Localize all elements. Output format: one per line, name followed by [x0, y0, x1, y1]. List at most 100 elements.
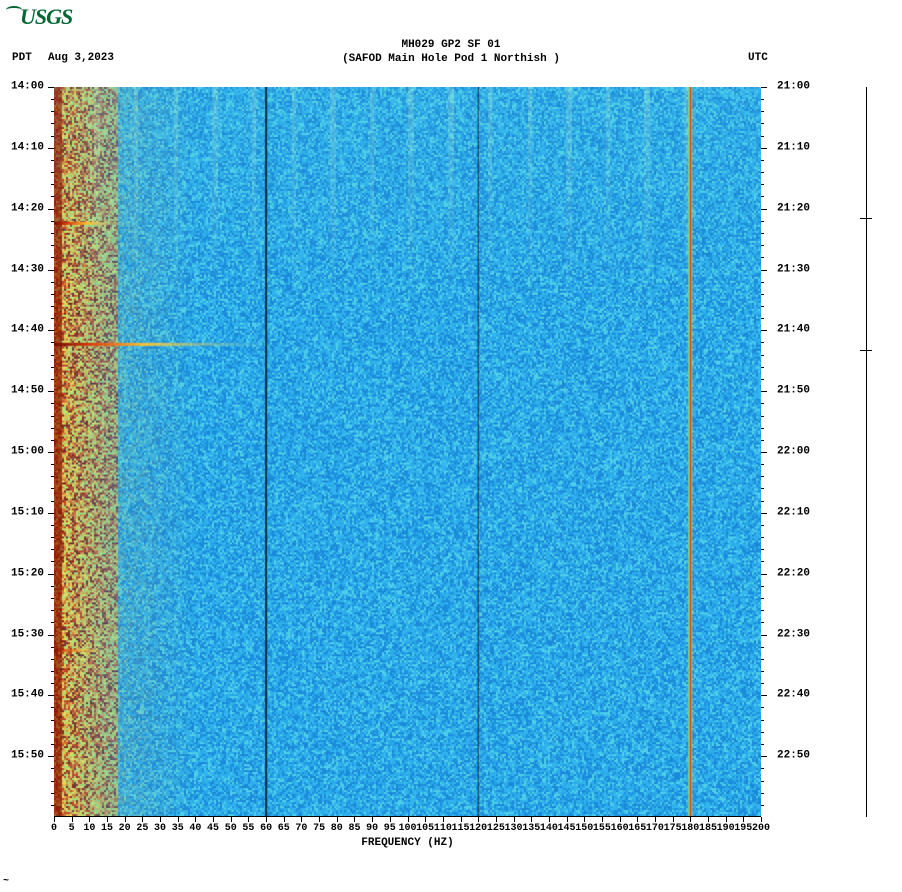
y-tick-mark — [761, 744, 764, 745]
x-tick-mark — [620, 817, 621, 822]
y-tick-mark — [761, 732, 764, 733]
x-tick-label: 110 — [434, 823, 452, 834]
y-tick-mark — [761, 622, 764, 623]
y-left-tick-label: 15:30 — [0, 629, 44, 640]
x-tick-mark — [496, 817, 497, 822]
y-right-tick-label: 21:40 — [777, 325, 821, 336]
y-tick-mark — [51, 306, 54, 307]
y-tick-mark — [761, 707, 764, 708]
y-tick-mark — [48, 452, 54, 453]
y-tick-mark — [51, 537, 54, 538]
x-tick-mark — [266, 817, 267, 822]
y-tick-mark — [51, 160, 54, 161]
y-tick-mark — [761, 647, 764, 648]
y-tick-mark — [761, 282, 764, 283]
x-tick-label: 35 — [172, 823, 184, 834]
x-tick-label: 120 — [469, 823, 487, 834]
y-tick-mark — [51, 440, 54, 441]
y-tick-mark — [761, 99, 764, 100]
y-tick-mark — [761, 525, 764, 526]
x-tick-mark — [160, 817, 161, 822]
y-right-tick-label: 22:00 — [777, 447, 821, 458]
y-tick-mark — [761, 513, 767, 514]
x-tick-mark — [673, 817, 674, 822]
x-tick-mark — [248, 817, 249, 822]
y-tick-mark — [48, 695, 54, 696]
x-tick-label: 100 — [398, 823, 416, 834]
y-tick-mark — [51, 768, 54, 769]
logo-text: USGS — [20, 4, 72, 29]
y-tick-mark — [51, 659, 54, 660]
y-tick-mark — [761, 440, 764, 441]
y-left-tick-label: 15:20 — [0, 568, 44, 579]
x-tick-label: 160 — [611, 823, 629, 834]
y-tick-mark — [48, 635, 54, 636]
x-tick-label: 75 — [313, 823, 325, 834]
x-tick-label: 185 — [699, 823, 717, 834]
y-tick-mark — [51, 598, 54, 599]
y-tick-mark — [51, 282, 54, 283]
x-tick-mark — [478, 817, 479, 822]
usgs-logo: USGS — [6, 4, 72, 30]
y-left-tick-label: 14:40 — [0, 325, 44, 336]
x-tick-label: 0 — [51, 823, 57, 834]
y-tick-mark — [761, 257, 764, 258]
y-left-tick-label: 15:00 — [0, 447, 44, 458]
y-left-tick-label: 14:20 — [0, 203, 44, 214]
y-tick-mark — [51, 525, 54, 526]
x-tick-label: 30 — [154, 823, 166, 834]
x-tick-mark — [107, 817, 108, 822]
x-tick-mark — [584, 817, 585, 822]
y-right-tick-label: 22:20 — [777, 568, 821, 579]
y-tick-mark — [51, 671, 54, 672]
y-tick-mark — [761, 270, 767, 271]
y-left-tick-label: 15:10 — [0, 507, 44, 518]
x-tick-mark — [690, 817, 691, 822]
x-tick-label: 190 — [717, 823, 735, 834]
y-tick-mark — [761, 367, 764, 368]
x-tick-label: 175 — [664, 823, 682, 834]
x-tick-mark — [461, 817, 462, 822]
y-tick-mark — [761, 598, 764, 599]
y-tick-mark — [48, 756, 54, 757]
y-right-tick-label: 22:10 — [777, 507, 821, 518]
y-tick-mark — [761, 245, 764, 246]
y-tick-mark — [51, 464, 54, 465]
y-tick-mark — [48, 574, 54, 575]
y-tick-mark — [761, 342, 764, 343]
x-tick-label: 20 — [119, 823, 131, 834]
title-line-1: MH029 GP2 SF 01 — [0, 38, 902, 52]
x-tick-mark — [425, 817, 426, 822]
y-tick-mark — [761, 123, 764, 124]
y-right-tick-label: 21:10 — [777, 142, 821, 153]
y-tick-mark — [51, 732, 54, 733]
y-tick-mark — [761, 294, 764, 295]
x-tick-label: 125 — [487, 823, 505, 834]
x-tick-label: 85 — [348, 823, 360, 834]
x-axis-title: FREQUENCY (HZ) — [54, 837, 761, 849]
y-tick-mark — [761, 233, 764, 234]
y-tick-mark — [761, 355, 764, 356]
y-tick-mark — [51, 720, 54, 721]
y-tick-mark — [51, 549, 54, 550]
y-left-tick-label: 15:50 — [0, 751, 44, 762]
y-tick-mark — [761, 452, 767, 453]
x-tick-mark — [637, 817, 638, 822]
x-tick-label: 170 — [646, 823, 664, 834]
y-tick-mark — [51, 428, 54, 429]
x-tick-label: 90 — [366, 823, 378, 834]
x-tick-label: 155 — [593, 823, 611, 834]
x-tick-mark — [284, 817, 285, 822]
x-tick-mark — [337, 817, 338, 822]
y-tick-mark — [48, 391, 54, 392]
x-tick-mark — [567, 817, 568, 822]
side-scale-tick — [860, 350, 872, 351]
y-tick-mark — [51, 221, 54, 222]
y-tick-mark — [761, 306, 764, 307]
side-scale-tick — [860, 218, 872, 219]
y-tick-mark — [761, 87, 767, 88]
y-tick-mark — [51, 342, 54, 343]
y-tick-mark — [51, 111, 54, 112]
x-tick-mark — [514, 817, 515, 822]
y-tick-mark — [761, 391, 767, 392]
